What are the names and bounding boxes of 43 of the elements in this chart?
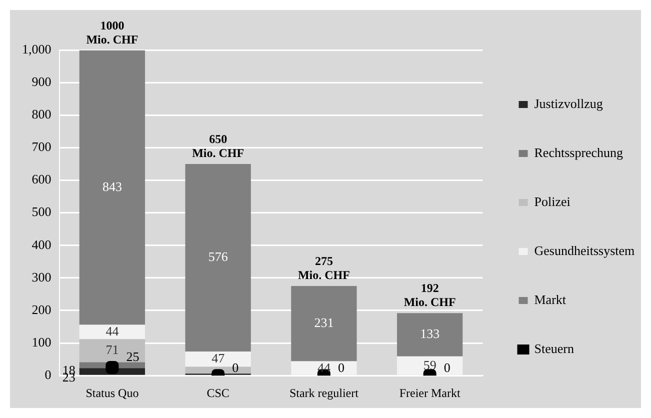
data-label: 59 bbox=[423, 357, 436, 372]
legend-label: Polizei bbox=[534, 194, 571, 209]
data-label: 576 bbox=[208, 249, 228, 264]
data-label: 0 bbox=[232, 360, 239, 376]
legend-label: Rechtssprechung bbox=[534, 144, 624, 160]
data-label: 25 bbox=[126, 348, 140, 364]
y-tick-label: 400 bbox=[32, 236, 52, 252]
legend-label: Justizvollzug bbox=[534, 96, 604, 111]
data-label: 231 bbox=[314, 315, 334, 330]
data-label: 0 bbox=[444, 360, 450, 376]
total-label: 1000 Mio. CHF bbox=[86, 18, 138, 46]
bar bbox=[396, 313, 463, 356]
total-label: 275 Mio. CHF bbox=[298, 254, 350, 282]
legend-label: Gesundheitssystem bbox=[534, 242, 635, 258]
y-tick-label: 200 bbox=[32, 302, 52, 317]
data-label: 71 bbox=[106, 342, 119, 358]
x-tick-label: CSC bbox=[206, 386, 230, 400]
y-tick-label: 300 bbox=[32, 269, 52, 284]
bar bbox=[79, 339, 146, 362]
y-tick-label: 900 bbox=[32, 74, 52, 89]
data-label: 47 bbox=[212, 350, 226, 366]
x-tick-label: Stark reguliert bbox=[289, 386, 360, 400]
y-tick-label: 800 bbox=[32, 106, 52, 122]
bar bbox=[185, 164, 251, 352]
x-tick-label: Status Quo bbox=[86, 386, 139, 400]
total-label: 650 Mio. CHF bbox=[192, 132, 244, 160]
data-label: 133 bbox=[420, 326, 440, 342]
data-label: 44 bbox=[106, 323, 120, 338]
bar bbox=[291, 286, 357, 362]
x-tick-label: Freier Markt bbox=[399, 386, 461, 400]
data-label: 0 bbox=[338, 360, 344, 376]
y-tick-label: 100 bbox=[32, 334, 52, 350]
total-label: 192 Mio. CHF bbox=[404, 281, 456, 310]
legend-label: Markt bbox=[534, 292, 566, 307]
y-tick-label: 0 bbox=[44, 367, 52, 382]
y-tick-label: 500 bbox=[32, 204, 52, 220]
y-tick-label: 600 bbox=[32, 172, 52, 187]
legend-label: Steuern bbox=[534, 340, 574, 356]
data-label: 843 bbox=[102, 178, 122, 194]
y-tick-label: 700 bbox=[32, 139, 52, 154]
y-tick-label: 1,000 bbox=[22, 41, 52, 56]
bar bbox=[79, 324, 146, 340]
bar bbox=[79, 50, 146, 325]
